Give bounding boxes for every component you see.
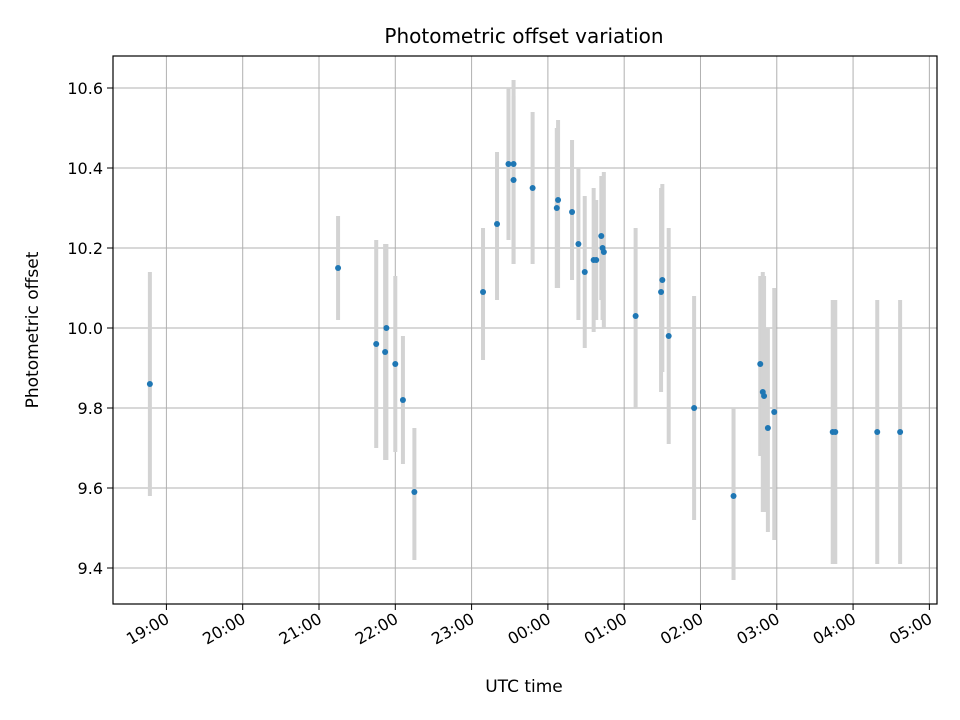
data-point: [146, 381, 153, 387]
x-axis-label: UTC time: [485, 677, 563, 697]
y-tick-label: 9.8: [78, 399, 103, 418]
data-point: [764, 425, 771, 431]
data-point: [600, 249, 607, 255]
data-point: [832, 429, 839, 435]
data-point: [757, 361, 764, 367]
y-tick-label: 10.2: [67, 239, 103, 258]
data-point: [658, 289, 665, 295]
y-axis-ticks: 9.4 9.6 9.8 10.0 10.2 10.4 10.6: [67, 79, 113, 578]
data-point: [598, 233, 605, 239]
data-point: [553, 205, 560, 211]
data-points: [146, 161, 904, 499]
y-axis-label: Photometric offset: [23, 251, 43, 408]
y-tick-label: 10.4: [67, 159, 103, 178]
data-point: [505, 161, 512, 167]
data-point: [659, 277, 666, 283]
data-point: [593, 257, 600, 263]
y-tick-label: 9.6: [78, 479, 103, 498]
data-point: [480, 289, 487, 295]
data-point: [382, 349, 389, 355]
chart-title: Photometric offset variation: [384, 24, 663, 48]
plot-frame: [112, 55, 938, 605]
data-point: [383, 325, 390, 331]
y-tick-label: 9.4: [78, 559, 103, 578]
data-point: [874, 429, 881, 435]
data-point: [373, 341, 380, 347]
data-point: [581, 269, 588, 275]
data-point: [575, 241, 582, 247]
data-point: [555, 197, 562, 203]
data-point: [632, 313, 639, 319]
data-point: [569, 209, 576, 215]
data-point: [897, 429, 904, 435]
data-point: [730, 493, 737, 499]
data-point: [510, 177, 517, 183]
data-point: [691, 405, 698, 411]
grid-lines: [113, 56, 937, 604]
data-point: [771, 409, 778, 415]
data-point: [510, 161, 517, 167]
data-point: [761, 393, 768, 399]
data-point: [665, 333, 672, 339]
data-point: [529, 185, 536, 191]
data-point: [392, 361, 399, 367]
y-tick-label: 10.6: [67, 79, 103, 98]
data-point: [411, 489, 418, 495]
data-point: [494, 221, 501, 227]
data-point: [399, 397, 406, 403]
data-point: [335, 265, 342, 271]
y-tick-label: 10.0: [67, 319, 103, 338]
